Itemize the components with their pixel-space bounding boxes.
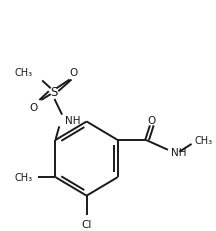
Text: S: S bbox=[50, 85, 57, 98]
Text: O: O bbox=[69, 67, 78, 77]
Text: NH: NH bbox=[171, 147, 186, 157]
Text: NH: NH bbox=[65, 116, 80, 126]
Text: CH₃: CH₃ bbox=[15, 67, 33, 77]
Text: CH₃: CH₃ bbox=[194, 135, 213, 145]
Text: O: O bbox=[148, 115, 156, 125]
Text: CH₃: CH₃ bbox=[15, 172, 33, 182]
Text: Cl: Cl bbox=[81, 219, 92, 229]
Text: O: O bbox=[30, 102, 38, 112]
